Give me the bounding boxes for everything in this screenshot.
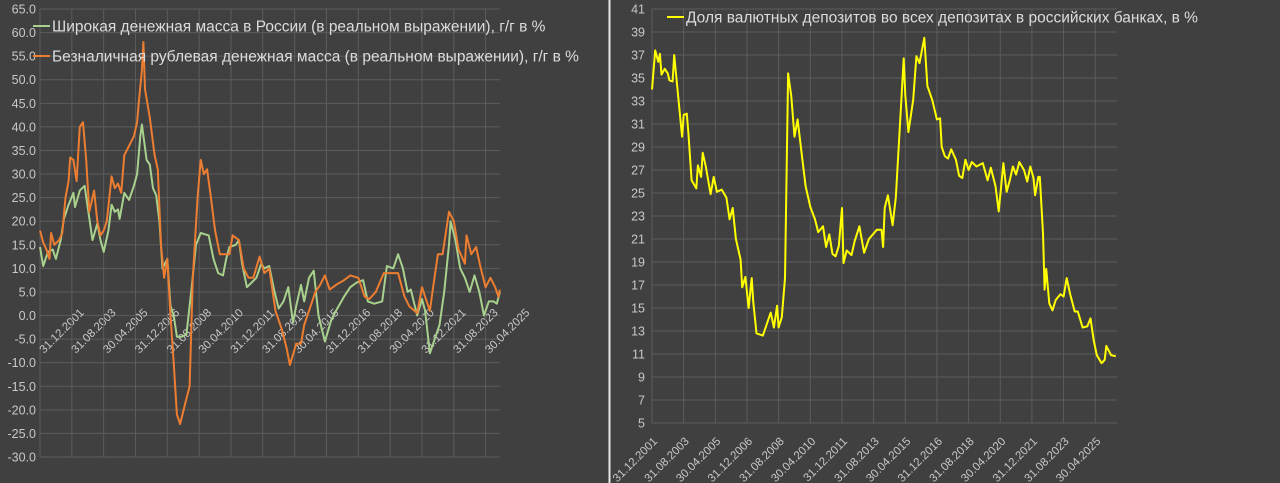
y-tick-label: 35 (631, 72, 645, 86)
y-tick-label: 39 (631, 26, 645, 40)
y-tick-label: 19 (631, 256, 645, 270)
y-tick-label: 25.0 (12, 191, 36, 205)
y-tick-label: 65.0 (12, 3, 36, 17)
y-tick-label: 7 (638, 394, 645, 408)
y-tick-label: -30.0 (8, 451, 37, 465)
legend-label: Доля валютных депозитов во всех депозита… (686, 10, 1198, 27)
y-tick-label: 50.0 (12, 73, 36, 87)
y-tick-label: 0.0 (19, 309, 36, 323)
series-line-1 (651, 36, 1117, 365)
y-tick-label: -5.0 (14, 333, 36, 347)
y-tick-label: 15 (631, 302, 645, 316)
y-tick-label: 37 (631, 49, 645, 63)
y-tick-label: 25 (631, 187, 645, 201)
y-tick-label: 10.0 (12, 262, 36, 276)
y-tick-label: 15.0 (12, 238, 36, 252)
y-tick-label: 45.0 (12, 97, 36, 111)
y-tick-label: 13 (631, 325, 645, 339)
y-tick-label: 9 (638, 371, 645, 385)
y-tick-label: 35.0 (12, 144, 36, 158)
series-line-1 (39, 123, 501, 355)
y-tick-label: 5 (638, 417, 645, 431)
y-tick-label: 60.0 (12, 26, 36, 40)
y-tick-label: 27 (631, 164, 645, 178)
y-tick-label: -10.0 (8, 356, 37, 370)
y-tick-label: 31 (631, 118, 645, 132)
y-tick-label: 17 (631, 279, 645, 293)
legend-label: Широкая денежная масса в России (в реаль… (52, 19, 546, 36)
y-tick-label: 21 (631, 233, 645, 247)
y-tick-label: -20.0 (8, 403, 37, 417)
y-tick-label: 40.0 (12, 120, 36, 134)
y-tick-label: 11 (632, 348, 645, 362)
y-tick-label: 55.0 (12, 50, 36, 64)
series-line-2 (39, 41, 501, 425)
y-tick-label: 41 (631, 3, 645, 17)
legend-label: Безналичная рублевая денежная масса (в р… (52, 49, 579, 66)
y-tick-label: 20.0 (12, 215, 36, 229)
y-tick-label: 29 (631, 141, 645, 155)
y-tick-label: -15.0 (8, 380, 37, 394)
y-tick-label: 30.0 (12, 168, 36, 182)
y-tick-label: 5.0 (19, 285, 36, 299)
y-tick-label: 33 (631, 95, 645, 109)
y-tick-label: -25.0 (8, 427, 37, 441)
y-tick-label: 23 (631, 210, 645, 224)
